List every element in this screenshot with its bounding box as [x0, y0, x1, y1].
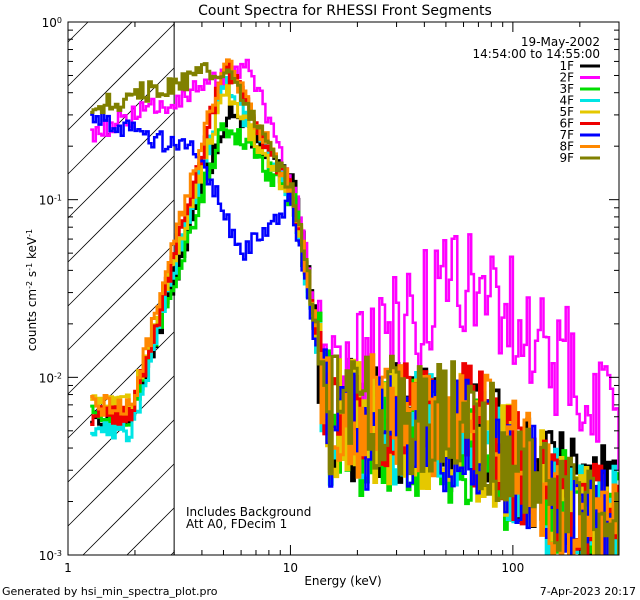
hatch-line — [68, 22, 132, 86]
chart-title: Count Spectra for RHESSI Front Segments — [198, 3, 492, 19]
hatch-line — [68, 156, 174, 262]
footer-timestamp: 7-Apr-2023 20:17 — [540, 585, 636, 598]
footer-generated-by: Generated by hsi_min_spectra_plot.pro — [2, 585, 218, 598]
x-axis-label: Energy (keV) — [304, 574, 381, 588]
spectra-chart: Count Spectra for RHESSI Front Segments … — [0, 0, 640, 600]
y-tick-label: 10-1 — [39, 193, 62, 208]
hatch-line — [68, 200, 174, 306]
y-tick-labels: 100 10-1 10-2 10-3 — [39, 16, 62, 564]
series-lines — [90, 60, 618, 560]
y-axis-label: counts cm-2 s-1 keV-1 — [25, 229, 40, 351]
y-tick-label: 10-2 — [39, 371, 62, 386]
hatched-region — [68, 22, 174, 555]
legend-label-9F: 9F — [559, 151, 574, 165]
y-tick-label: 10-3 — [39, 549, 62, 564]
y-tick-label: 100 — [42, 16, 62, 31]
x-tick-label: 1 — [64, 561, 72, 575]
hatch-line — [127, 508, 174, 555]
note-attenuator: Att A0, FDecim 1 — [186, 517, 287, 531]
x-tick-label: 100 — [501, 561, 524, 575]
x-tick-label: 10 — [283, 561, 298, 575]
x-tick-labels: 1 10 100 — [64, 561, 524, 575]
annotation-time-range: 14:54:00 to 14:55:00 — [473, 47, 600, 61]
hatch-line — [83, 464, 174, 555]
hatch-line — [68, 420, 174, 526]
hatch-line — [68, 68, 174, 174]
series-line-9F — [90, 64, 618, 560]
